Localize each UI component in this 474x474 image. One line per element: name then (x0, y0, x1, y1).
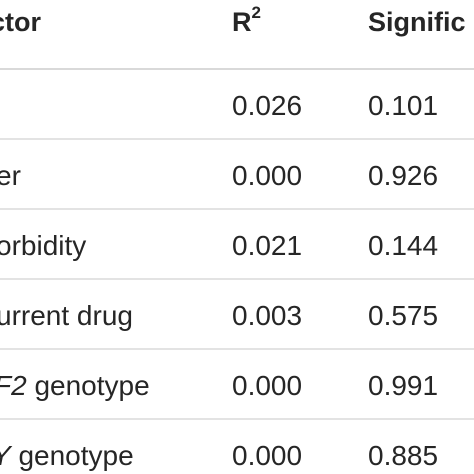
table-header-row: ctor R2 Signific (0, 0, 474, 70)
row-significance: 0.991 (368, 370, 439, 401)
row-r-squared: 0.000 (232, 160, 303, 191)
row-factor: orbidity (0, 230, 86, 262)
row-factor-text: orbidity (0, 230, 87, 261)
table-row: er 0.000 0.926 (0, 140, 474, 210)
row-r-squared: 0.026 (232, 90, 303, 121)
table-row: 0.026 0.101 (0, 70, 474, 140)
row-r-squared: 0.000 (232, 370, 303, 401)
row-factor: Y genotype (0, 440, 134, 472)
table-row: urrent drug 0.003 0.575 (0, 280, 474, 350)
row-significance: 0.144 (368, 230, 439, 261)
row-factor-text: urrent drug (0, 300, 133, 331)
row-factor-italic: Y (0, 440, 11, 471)
row-factor-text: er (0, 160, 21, 191)
row-factor: er (0, 160, 21, 192)
row-factor-italic: F2 (0, 370, 27, 401)
row-r-squared: 0.003 (232, 300, 303, 331)
header-r-superscript: 2 (251, 3, 261, 22)
row-factor: F2 genotype (0, 370, 150, 402)
header-significance: Signific (368, 7, 466, 37)
table-row: F2 genotype 0.000 0.991 (0, 350, 474, 420)
row-significance: 0.101 (368, 90, 439, 121)
row-factor: urrent drug (0, 300, 133, 332)
table-row: orbidity 0.021 0.144 (0, 210, 474, 280)
row-factor-text: genotype (26, 370, 150, 401)
row-r-squared: 0.021 (232, 230, 303, 261)
header-r-base: R (232, 7, 252, 37)
row-significance: 0.885 (368, 440, 439, 471)
row-r-squared: 0.000 (232, 440, 303, 471)
header-factor: ctor (0, 7, 42, 37)
table-row: Y genotype 0.000 0.885 (0, 420, 474, 474)
row-significance: 0.926 (368, 160, 439, 191)
row-factor-text: genotype (10, 440, 134, 471)
header-r-squared: R2 (232, 3, 261, 38)
row-significance: 0.575 (368, 300, 439, 331)
